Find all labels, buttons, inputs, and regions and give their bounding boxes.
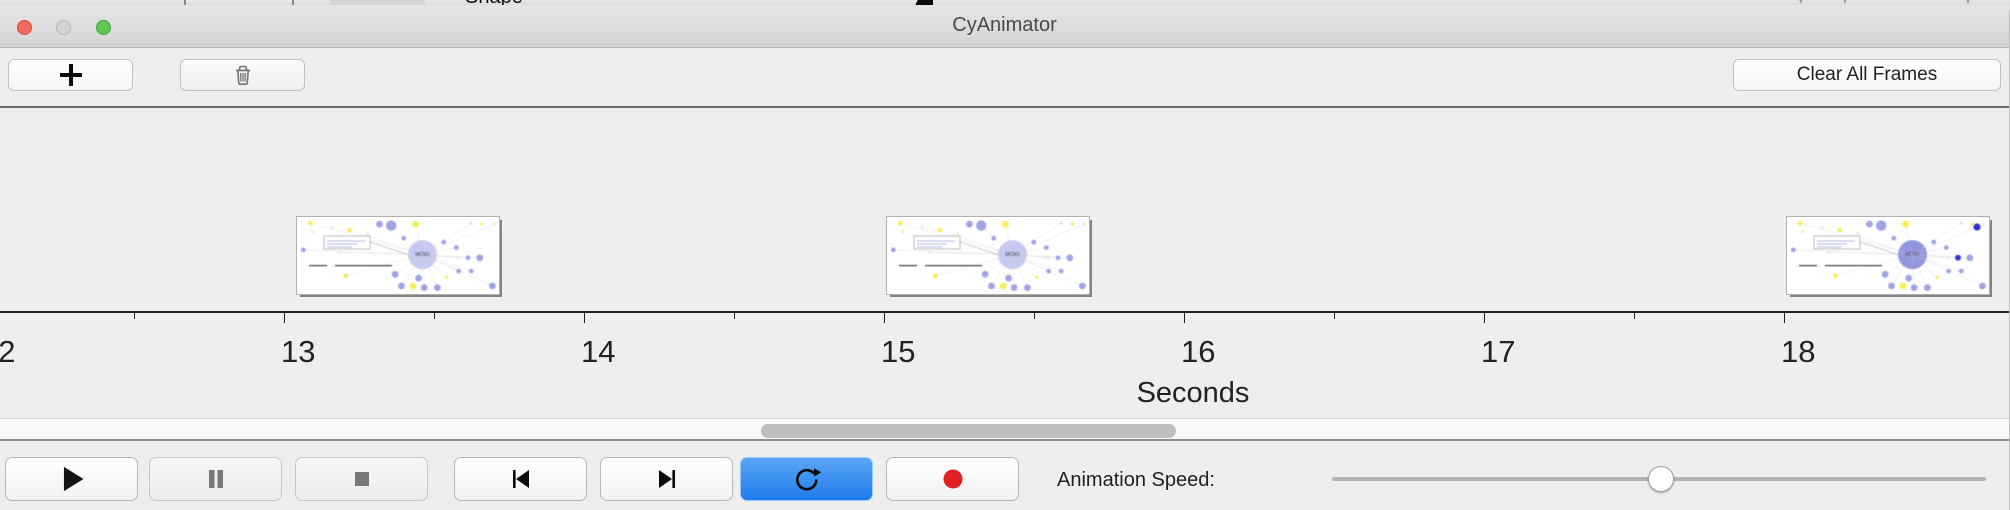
svg-text:MCM1: MCM1 [1905,252,1920,258]
svg-text:MCM1: MCM1 [1005,252,1020,258]
svg-text:MCM1: MCM1 [415,252,430,258]
